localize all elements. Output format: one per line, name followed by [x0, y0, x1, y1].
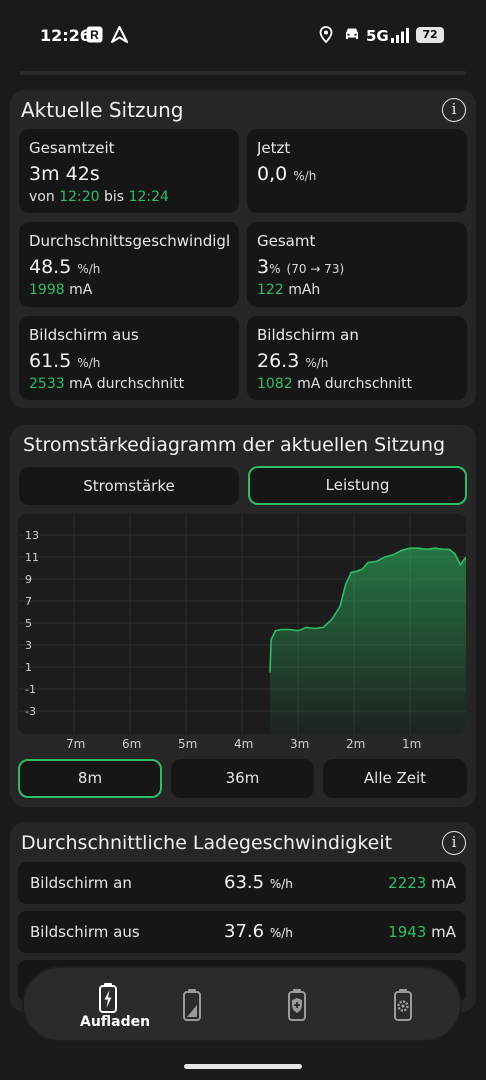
avg-charge-title: Durchschnittliche Ladegeschwindigkeit — [21, 832, 393, 854]
row-value: 63.5 %/h — [224, 872, 293, 893]
status-time: 12:26 — [40, 26, 91, 45]
x-tick-label: 5m — [178, 737, 198, 751]
nav-battery-level[interactable] — [164, 968, 224, 1044]
row-value: 37.6 %/h — [224, 921, 293, 942]
y-tick-label: 9 — [25, 573, 32, 586]
y-tick-label: 11 — [25, 551, 39, 564]
range-all-time[interactable]: Alle Zeit — [323, 759, 467, 798]
tab-current[interactable]: Stromstärke — [19, 467, 239, 505]
svg-text:R: R — [90, 28, 99, 42]
y-tick-label: 7 — [25, 595, 32, 608]
nav-label-charging: Aufladen — [80, 1014, 151, 1030]
battery-level-icon — [183, 989, 201, 1021]
battery-shield-icon — [288, 989, 306, 1021]
app-r-icon: R — [86, 26, 103, 43]
network-type: 5G — [366, 27, 389, 45]
chart-svg: 13 11 9 7 5 3 1 -1 -3 — [18, 514, 466, 734]
power-chart: 13 11 9 7 5 3 1 -1 -3 — [18, 514, 466, 734]
y-tick-label: 13 — [25, 529, 39, 542]
tile-sub: 1998 mA — [29, 282, 93, 298]
y-tick-label: -1 — [25, 683, 36, 696]
tile-label: Jetzt — [257, 139, 291, 157]
nav-battery-settings[interactable] — [380, 968, 440, 1044]
tile-screen-on: Bildschirm an 26.3 %/h 1082 mA durchschn… — [247, 316, 467, 400]
tile-sub: 2533 mA durchschnitt — [29, 376, 185, 392]
y-tick-label: 5 — [25, 617, 32, 630]
info-icon[interactable]: i — [442, 98, 466, 122]
tile-sub: 122 mAh — [257, 282, 321, 298]
session-title: Aktuelle Sitzung — [21, 98, 184, 122]
car-icon — [346, 28, 358, 39]
y-tick-label: -3 — [25, 705, 36, 718]
chart-area — [270, 548, 466, 734]
signal-icon — [391, 28, 409, 43]
x-tick-label: 3m — [290, 737, 310, 751]
nav-battery-health[interactable] — [274, 968, 334, 1044]
tile-sub: 1082 mA durchschnitt — [257, 376, 413, 392]
x-tick-label: 2m — [346, 737, 366, 751]
tile-now: Jetzt 0,0 %/h — [247, 129, 467, 213]
x-tick-label: 4m — [234, 737, 254, 751]
top-divider — [20, 71, 466, 75]
range-8m[interactable]: 8m — [18, 759, 162, 798]
chart-line — [269, 547, 466, 673]
row-label: Bildschirm an — [30, 874, 132, 892]
x-tick-label: 6m — [122, 737, 142, 751]
tab-power[interactable]: Leistung — [248, 466, 467, 505]
tile-value: 48.5 %/h — [29, 256, 101, 278]
tile-average-speed: Durchschnittsgeschwindigk.. 48.5 %/h 199… — [19, 222, 239, 307]
tile-value: 3% (70 → 73) — [257, 256, 345, 278]
tile-label: Gesamtzeit — [29, 139, 115, 157]
tile-screen-off: Bildschirm aus 61.5 %/h 2533 mA durchsch… — [19, 316, 239, 400]
tile-label: Gesamt — [257, 232, 316, 250]
avg-row-screen-off: Bildschirm aus 37.6 %/h 1943 mA — [18, 911, 466, 953]
row-ma: 1943 mA — [388, 923, 456, 941]
tile-time-range: von 12:20 bis 12:24 — [29, 189, 169, 205]
nav-charging[interactable]: Aufladen — [48, 968, 151, 1044]
tile-value: 26.3 %/h — [257, 350, 329, 372]
tile-total-time: Gesamtzeit 3m 42s von 12:20 bis 12:24 — [19, 129, 239, 213]
y-tick-label: 1 — [25, 661, 32, 674]
status-bar: 12:26 R 5G 72 — [0, 0, 486, 72]
avg-row-screen-on: Bildschirm an 63.5 %/h 2223 mA — [18, 862, 466, 904]
tile-value: 3m 42s — [29, 163, 100, 185]
location-icon — [319, 26, 333, 43]
info-icon[interactable]: i — [442, 831, 466, 855]
bottom-nav: Aufladen — [22, 966, 462, 1042]
tile-label: Durchschnittsgeschwindigk.. — [29, 232, 229, 250]
y-tick-label: 3 — [25, 639, 32, 652]
tile-label: Bildschirm aus — [29, 326, 139, 344]
row-label: Bildschirm aus — [30, 923, 140, 941]
battery-settings-icon — [394, 989, 412, 1021]
x-tick-label: 7m — [66, 737, 86, 751]
row-ma: 2223 mA — [388, 874, 456, 892]
tile-label: Bildschirm an — [257, 326, 359, 344]
x-tick-label: 1m — [402, 737, 422, 751]
chart-title: Stromstärkediagramm der aktuellen Sitzun… — [23, 434, 446, 456]
range-36m[interactable]: 36m — [171, 759, 314, 798]
battery-indicator: 72 — [416, 27, 444, 43]
tile-total: Gesamt 3% (70 → 73) 122 mAh — [247, 222, 467, 307]
home-indicator[interactable] — [184, 1064, 302, 1069]
tile-value: 61.5 %/h — [29, 350, 101, 372]
tile-value: 0,0 %/h — [257, 163, 317, 185]
navigation-app-icon — [111, 26, 128, 43]
battery-charging-icon — [99, 983, 117, 1013]
